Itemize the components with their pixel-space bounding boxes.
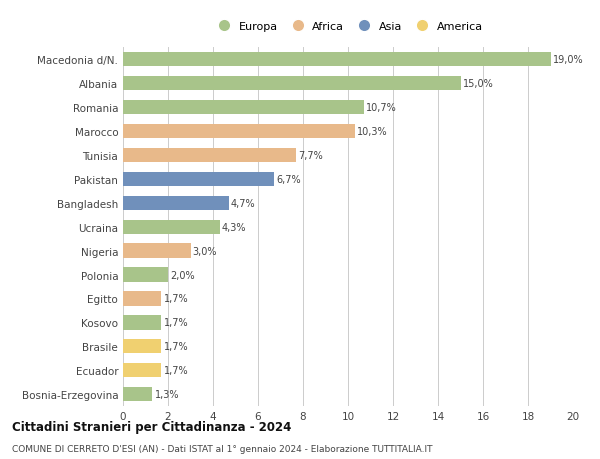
Text: 1,7%: 1,7% (163, 365, 188, 375)
Bar (123, 387, 152, 402)
Bar (123, 124, 355, 139)
Text: Cittadini Stranieri per Cittadinanza - 2024: Cittadini Stranieri per Cittadinanza - 2… (12, 420, 292, 434)
Bar (123, 172, 274, 187)
Text: 1,7%: 1,7% (163, 318, 188, 328)
Bar (123, 77, 461, 91)
Text: 7,7%: 7,7% (299, 151, 323, 161)
Text: 4,7%: 4,7% (231, 198, 256, 208)
Text: 10,3%: 10,3% (357, 127, 388, 137)
Text: 6,7%: 6,7% (276, 174, 301, 185)
Bar (123, 244, 191, 258)
Text: 2,0%: 2,0% (170, 270, 195, 280)
Text: 3,0%: 3,0% (193, 246, 217, 256)
Bar (123, 196, 229, 211)
Bar (123, 291, 161, 306)
Text: 15,0%: 15,0% (463, 79, 493, 89)
Bar (123, 339, 161, 354)
Bar (123, 148, 296, 163)
Text: 1,7%: 1,7% (163, 294, 188, 304)
Text: 4,3%: 4,3% (222, 222, 247, 232)
Text: COMUNE DI CERRETO D'ESI (AN) - Dati ISTAT al 1° gennaio 2024 - Elaborazione TUTT: COMUNE DI CERRETO D'ESI (AN) - Dati ISTA… (12, 444, 433, 453)
Text: 1,3%: 1,3% (155, 389, 179, 399)
Bar (123, 315, 161, 330)
Text: 19,0%: 19,0% (553, 55, 583, 65)
Legend: Europa, Africa, Asia, America: Europa, Africa, Asia, America (213, 22, 483, 32)
Text: 10,7%: 10,7% (366, 103, 397, 113)
Bar (123, 53, 551, 67)
Bar (123, 220, 220, 235)
Bar (123, 363, 161, 378)
Bar (123, 268, 168, 282)
Text: 1,7%: 1,7% (163, 341, 188, 352)
Bar (123, 101, 364, 115)
